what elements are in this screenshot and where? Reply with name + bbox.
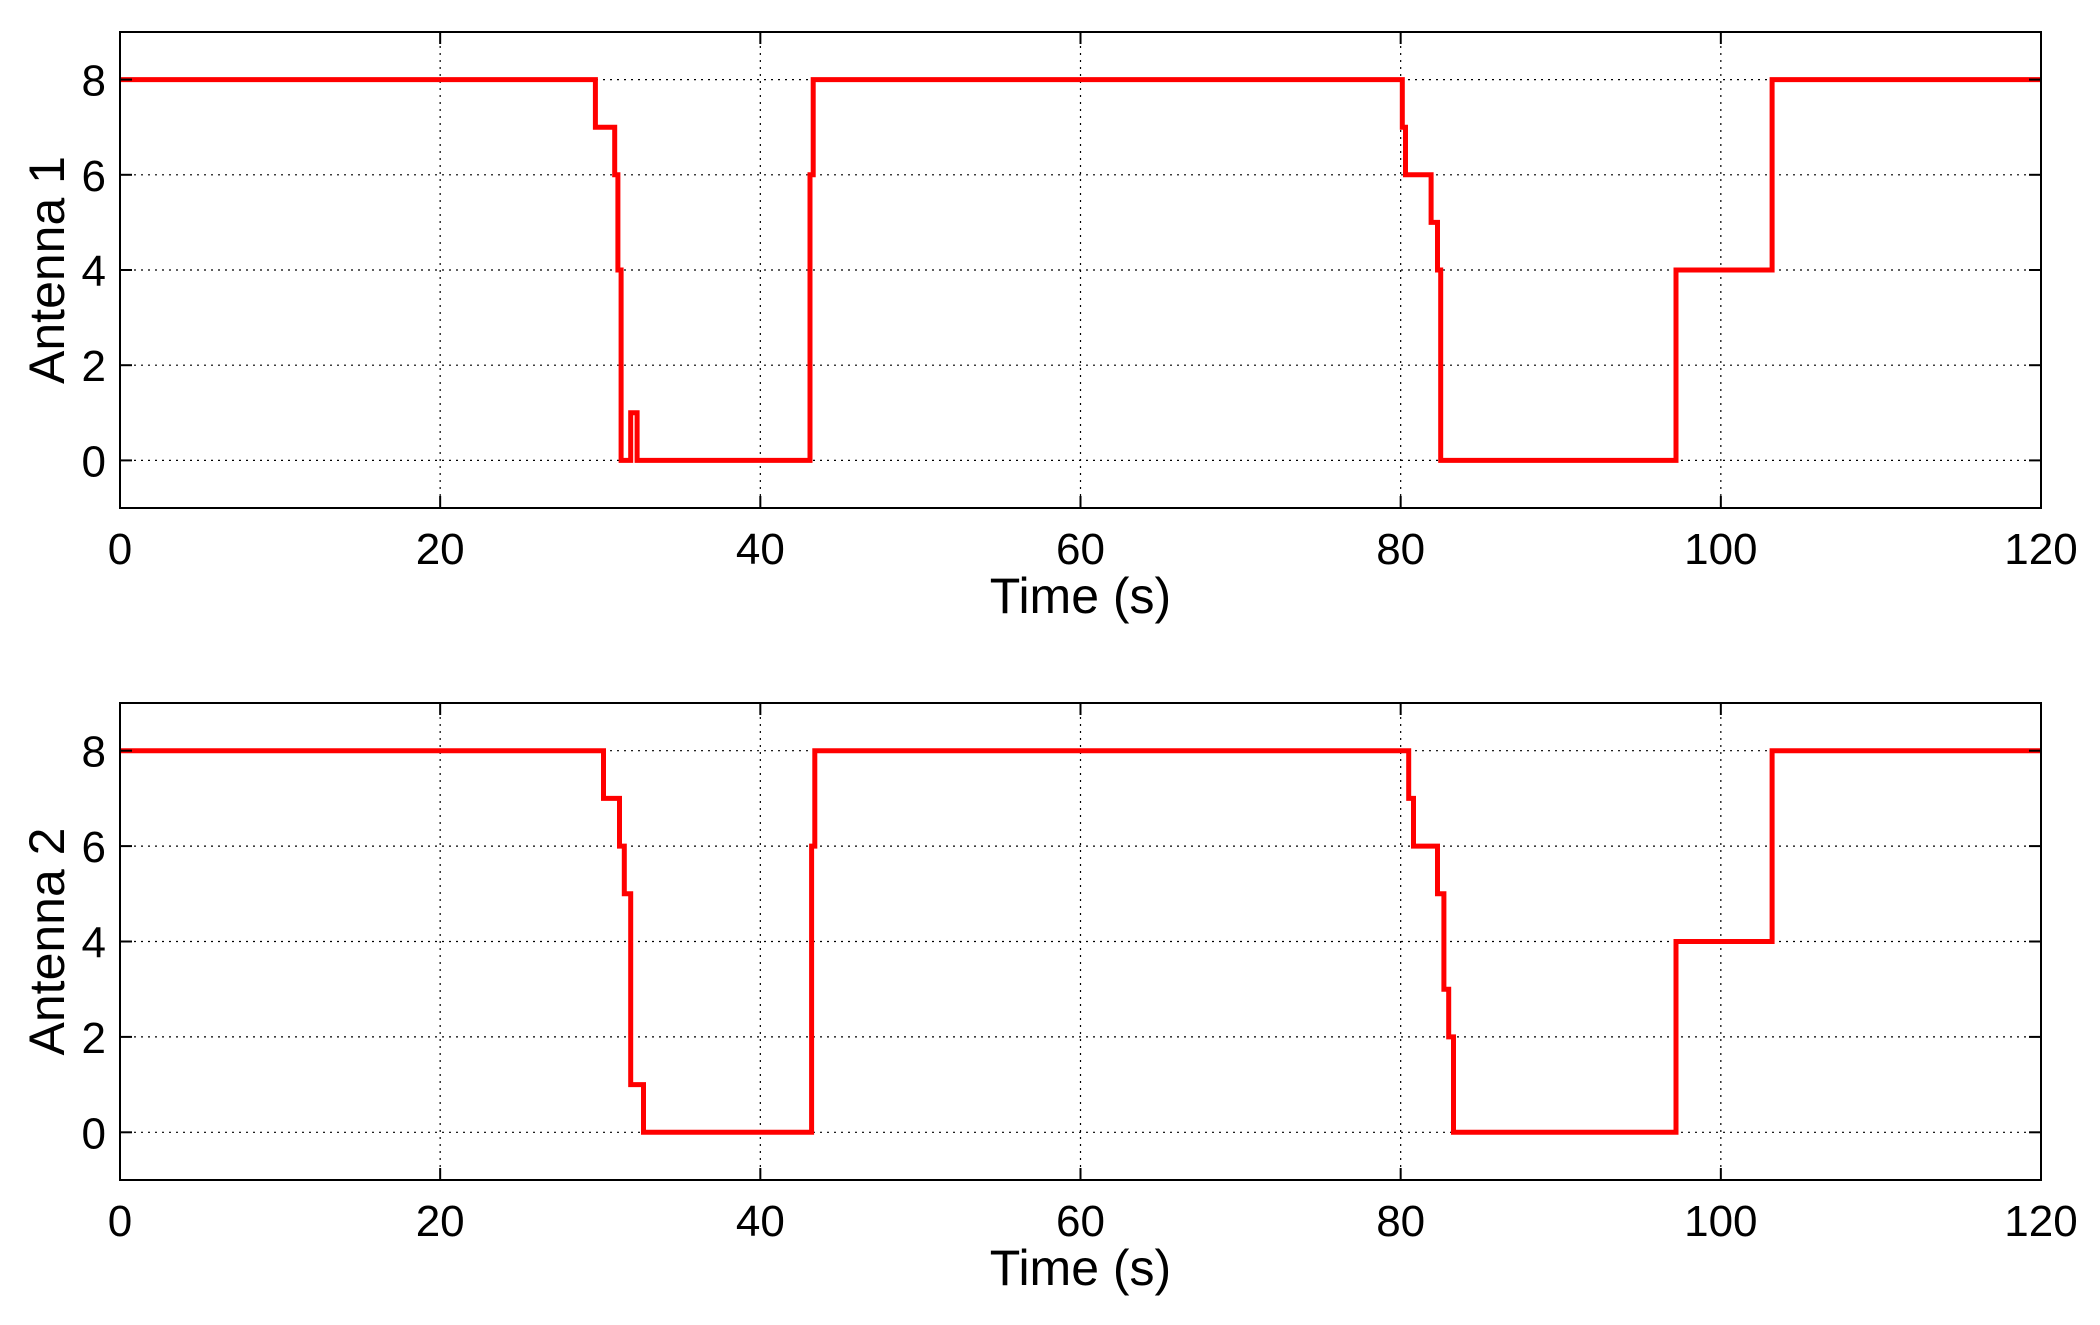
- x-tick-label: 80: [1376, 1197, 1425, 1246]
- x-axis-label: Time (s): [990, 1240, 1171, 1296]
- plot-frame: [119, 702, 2042, 1181]
- y-tick-label: 0: [82, 437, 106, 486]
- chart-antenna-2: 0 20 40 60 80 100 120 0 2 4 6 8 Time (s) Antenna 2: [19, 702, 2078, 1296]
- series-line: [120, 748, 2041, 1135]
- y-tick-label: 4: [82, 919, 106, 968]
- x-tick-label: 100: [1684, 525, 1757, 574]
- x-tick-labels: 0 20 40 60 80 100 120: [108, 525, 2078, 574]
- series-line: [120, 77, 2041, 463]
- x-tick-label: 100: [1684, 1197, 1757, 1246]
- y-axis-label: Antenna 2: [19, 828, 75, 1056]
- x-tick-label: 40: [736, 525, 785, 574]
- y-tick-labels: 0 2 4 6 8: [82, 57, 106, 487]
- y-tick-label: 8: [82, 57, 106, 106]
- y-tick-label: 2: [82, 1014, 106, 1063]
- y-axis-label: Antenna 1: [19, 156, 75, 384]
- y-tick-label: 0: [82, 1109, 106, 1158]
- x-tick-label: 60: [1056, 1197, 1105, 1246]
- x-tick-label: 0: [108, 1197, 132, 1246]
- y-tick-label: 2: [82, 342, 106, 391]
- series-lines: [120, 77, 2041, 463]
- x-tick-label: 0: [108, 525, 132, 574]
- y-tick-label: 6: [82, 152, 106, 201]
- chart-antenna-1: 0 20 40 60 80 100 120 0 2 4 6 8 Time (s) Antenna 1: [19, 31, 2078, 624]
- x-tick-label: 20: [416, 525, 465, 574]
- plot-frame: [119, 31, 2042, 509]
- x-axis-label: Time (s): [990, 568, 1171, 624]
- x-tick-label: 40: [736, 1197, 785, 1246]
- y-tick-labels: 0 2 4 6 8: [82, 728, 106, 1159]
- y-tick-label: 6: [82, 823, 106, 872]
- x-tick-label: 80: [1376, 525, 1425, 574]
- x-tick-labels: 0 20 40 60 80 100 120: [108, 1197, 2078, 1246]
- x-tick-label: 120: [2004, 525, 2077, 574]
- y-tick-label: 8: [82, 728, 106, 777]
- x-tick-label: 60: [1056, 525, 1105, 574]
- y-tick-label: 4: [82, 247, 106, 296]
- series-lines: [120, 748, 2041, 1135]
- x-tick-label: 20: [416, 1197, 465, 1246]
- x-tick-label: 120: [2004, 1197, 2077, 1246]
